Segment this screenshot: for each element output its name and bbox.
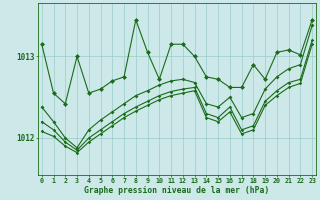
X-axis label: Graphe pression niveau de la mer (hPa): Graphe pression niveau de la mer (hPa) [84, 186, 269, 195]
